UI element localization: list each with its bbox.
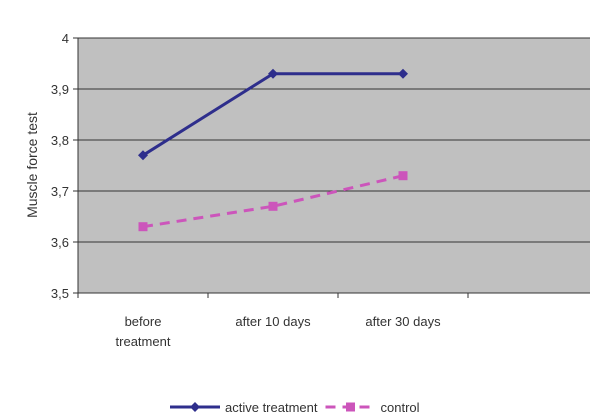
x-tick-label: after 30 days — [365, 314, 441, 329]
y-tick-label: 3,9 — [51, 82, 69, 97]
y-tick-label: 4 — [62, 31, 69, 46]
legend: active treatment control — [170, 400, 420, 415]
y-tick-label: 3,6 — [51, 235, 69, 250]
data-point — [138, 150, 148, 161]
y-tick-label: 3,5 — [51, 286, 69, 301]
legend-label: active treatment — [225, 400, 318, 415]
data-point — [398, 68, 408, 79]
legend-label: control — [381, 400, 420, 415]
x-tick-label: before treatment — [116, 314, 171, 349]
y-tick-label: 3,8 — [51, 133, 69, 148]
data-point — [268, 201, 278, 211]
legend-marker — [346, 402, 355, 412]
x-tick-label: after 10 days — [235, 314, 311, 329]
gridlines — [78, 37, 590, 243]
plot-area — [78, 38, 590, 293]
series-group — [138, 68, 408, 232]
data-point — [268, 68, 278, 79]
data-point — [138, 222, 148, 232]
series-line — [142, 174, 404, 229]
y-ticks: 3,5 3,6 3,7 3,8 3,9 4 — [51, 31, 78, 301]
y-axis-label: Muscle force test — [24, 112, 40, 218]
y-tick-label: 3,7 — [51, 184, 69, 199]
legend-marker — [190, 402, 200, 412]
data-point — [398, 171, 408, 181]
x-ticks: before treatment after 10 days after 30 day… — [77, 293, 469, 349]
